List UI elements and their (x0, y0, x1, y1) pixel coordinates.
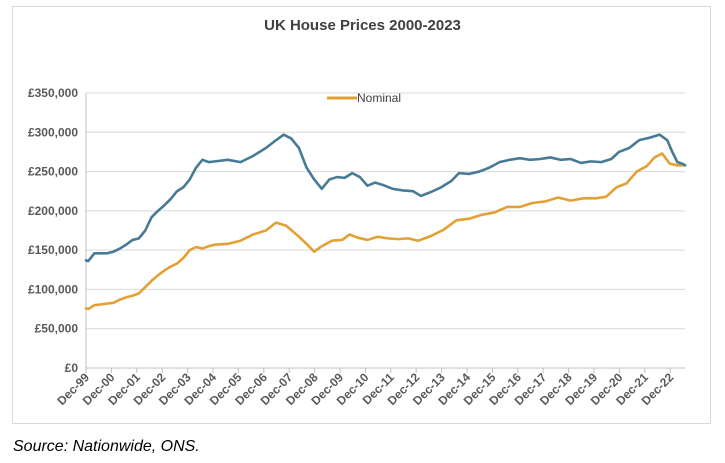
y-tick-label: £150,000 (28, 243, 78, 257)
x-axis-ticks: Dec-99Dec-00Dec-01Dec-02Dec-03Dec-04Dec-… (54, 368, 677, 408)
y-tick-label: £50,000 (35, 322, 79, 336)
gridlines (85, 92, 685, 369)
series-line-1 (84, 133, 687, 263)
legend-label: Nominal (357, 91, 401, 105)
y-tick-label: £300,000 (28, 125, 78, 139)
series-lines (84, 133, 687, 311)
y-tick-label: £250,000 (28, 165, 78, 179)
legend: Nominal (327, 91, 401, 105)
y-tick-label: £0 (65, 361, 79, 375)
y-tick-label: £100,000 (28, 282, 78, 296)
y-axis-ticks: £0 £50,000 £100,000 £150,000 £200,000 £250,00… (28, 86, 78, 375)
series-line-0 (84, 152, 687, 311)
source-note: Source: Nationwide, ONS. (13, 438, 200, 455)
y-tick-label: £350,000 (28, 86, 78, 100)
chart-frame (12, 6, 711, 424)
y-tick-label: £200,000 (28, 204, 78, 218)
chart-title: UK House Prices 2000-2023 (264, 17, 461, 34)
